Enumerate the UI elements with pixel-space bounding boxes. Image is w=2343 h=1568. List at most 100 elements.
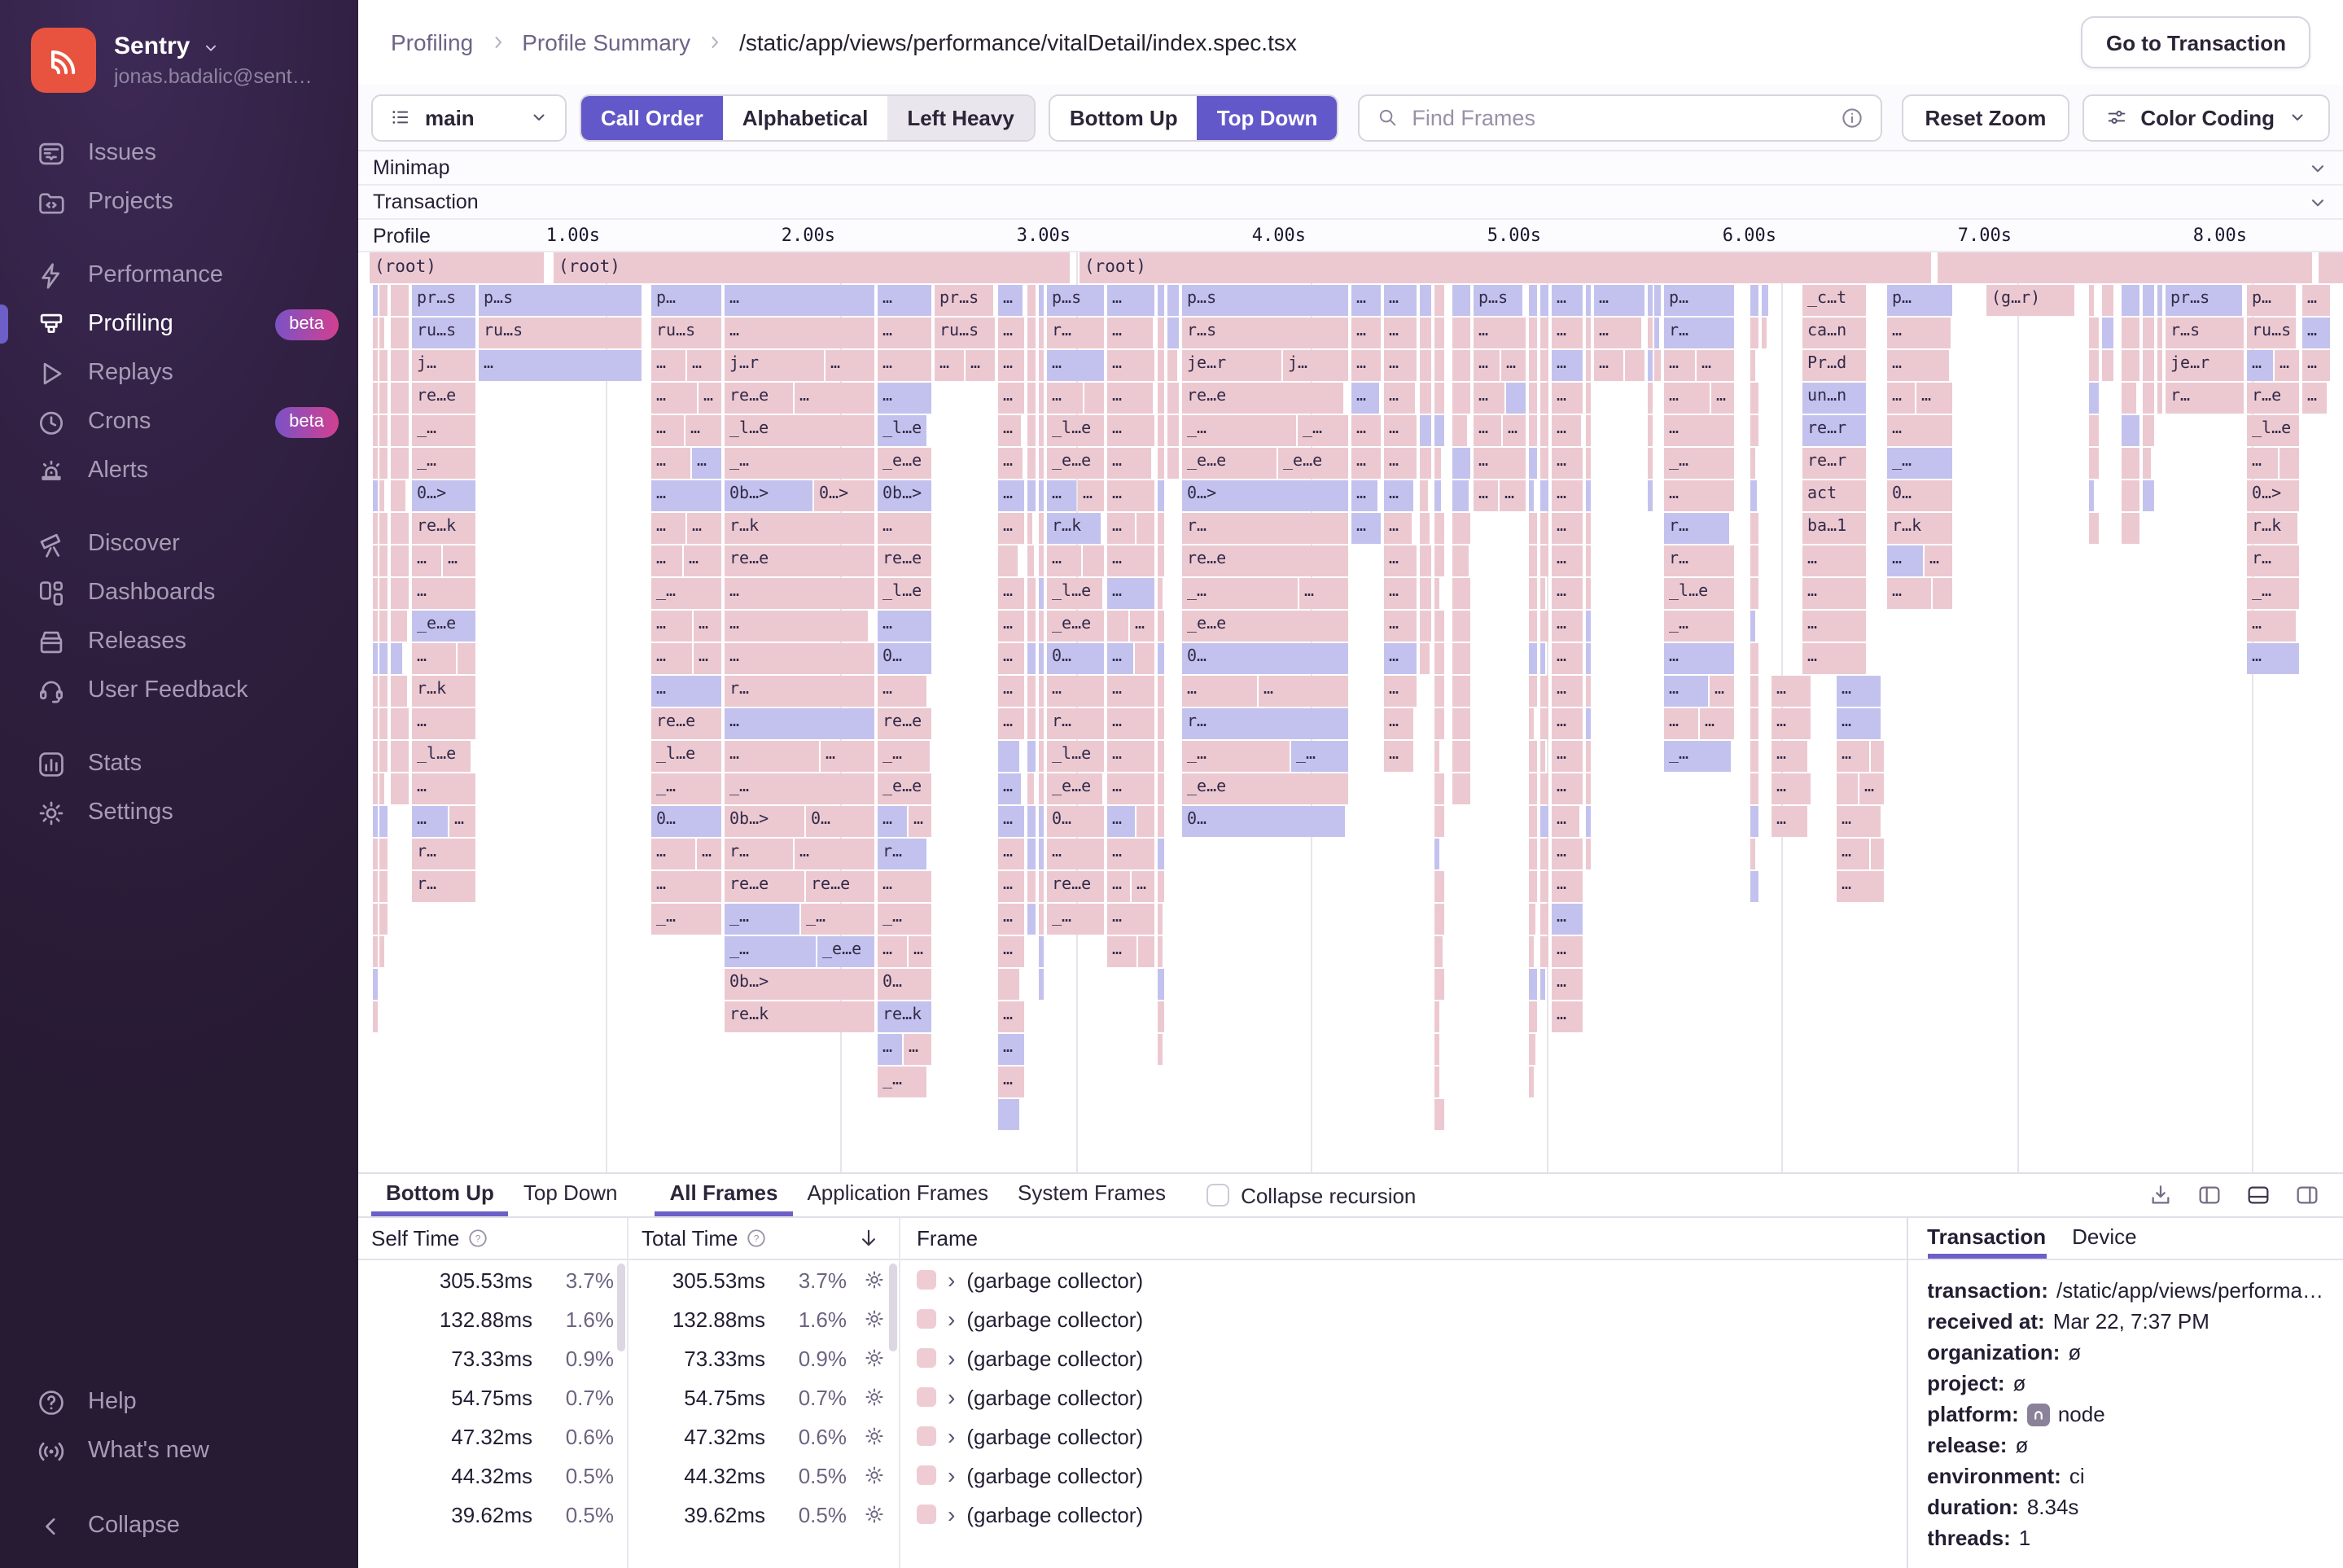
flame-cell[interactable]: 0b…> (725, 806, 804, 837)
flame-cell[interactable] (1158, 513, 1164, 544)
flame-cell[interactable] (1452, 676, 1470, 707)
flame-cell[interactable]: … (1474, 415, 1501, 446)
flame-cell[interactable] (379, 643, 388, 674)
flame-cell[interactable]: p…s (1182, 285, 1348, 316)
flame-cell[interactable] (998, 545, 1018, 576)
flame-cell[interactable]: ca…n (1802, 318, 1866, 348)
flame-cell[interactable]: _e…e (1047, 773, 1102, 804)
flame-cell[interactable] (1158, 415, 1164, 446)
flame-cell[interactable]: r… (878, 839, 926, 869)
flame-cell[interactable] (1452, 513, 1470, 544)
flame-cell[interactable]: … (1107, 318, 1153, 348)
flame-cell[interactable]: … (1711, 383, 1734, 414)
flame-cell[interactable]: _… (651, 773, 721, 804)
flame-cell[interactable]: r… (1664, 513, 1729, 544)
sidebar-item-settings[interactable]: Settings (0, 788, 358, 837)
collapse-recursion-toggle[interactable]: Collapse recursion (1207, 1174, 1416, 1216)
sidebar-item-crons[interactable]: Crons beta (0, 397, 358, 446)
flame-cell[interactable] (1434, 383, 1444, 414)
flame-cell[interactable]: _e…e (412, 611, 475, 642)
flame-cell[interactable]: _c…t (1802, 285, 1866, 316)
flame-cell[interactable]: … (1182, 676, 1257, 707)
flame-cell[interactable]: re…e (412, 383, 475, 414)
flame-cell[interactable]: 0… (651, 806, 721, 837)
frame-row[interactable]: › (garbage collector) (900, 1338, 1906, 1377)
flame-cell[interactable]: … (1107, 806, 1135, 837)
flame-cell[interactable]: … (1771, 676, 1811, 707)
find-frames-search[interactable] (1358, 94, 1883, 141)
flame-cell[interactable] (1871, 839, 1884, 869)
flame-cell[interactable]: … (1107, 936, 1136, 967)
flame-cell[interactable] (1750, 318, 1758, 348)
flame-cell[interactable]: … (449, 806, 475, 837)
flame-cell[interactable]: … (1299, 578, 1348, 609)
flame-cell[interactable]: … (909, 936, 931, 967)
flame-cell[interactable] (1750, 708, 1758, 739)
flame-cell[interactable] (1158, 448, 1164, 479)
flame-cell[interactable]: … (1384, 383, 1415, 414)
flame-cell[interactable]: … (1552, 904, 1583, 935)
flame-cell[interactable]: _… (801, 904, 874, 935)
flame-cell[interactable]: … (1351, 285, 1381, 316)
sidebar-item-replays[interactable]: Replays (0, 348, 358, 397)
flame-cell[interactable] (1586, 773, 1591, 804)
flame-cell[interactable]: … (1664, 708, 1698, 739)
flame-cell[interactable]: … (651, 350, 685, 381)
flame-cell[interactable]: re…e (725, 383, 793, 414)
flame-cell[interactable] (1586, 448, 1591, 479)
flame-cell[interactable]: _… (1182, 741, 1290, 772)
flamegraph[interactable]: (root) (root) (root) pr…s ru…s j… re…e _… _… 0…> r… (370, 252, 2343, 1172)
flame-cell[interactable]: p… (2247, 285, 2296, 316)
flame-cell[interactable]: … (687, 350, 721, 381)
expand-chevron-icon[interactable]: › (948, 1306, 956, 1332)
go-to-transaction-button[interactable]: Go to Transaction (2081, 16, 2310, 68)
flame-cell[interactable] (1420, 448, 1431, 479)
flame-cell[interactable] (391, 676, 407, 707)
flame-cell[interactable]: r… (1047, 318, 1104, 348)
flame-cell[interactable] (2143, 383, 2154, 414)
flame-cell[interactable] (2122, 448, 2139, 479)
flame-cell[interactable]: … (1259, 676, 1348, 707)
flame-cell[interactable]: _l…e (725, 415, 874, 446)
flame-cell[interactable]: _… (2247, 578, 2299, 609)
flame-cell[interactable]: re…k (412, 513, 475, 544)
flame-cell[interactable] (1540, 350, 1548, 381)
flame-cell[interactable] (2122, 285, 2139, 316)
flame-cell[interactable]: … (1837, 676, 1881, 707)
flame-cell[interactable]: re…e (1182, 545, 1348, 576)
flame-cell[interactable] (1027, 871, 1036, 902)
flame-cell[interactable] (1039, 936, 1044, 967)
flame-cell[interactable] (373, 904, 378, 935)
sort-option-call-order[interactable]: Call Order (581, 95, 723, 139)
flame-cell[interactable] (1506, 383, 1526, 414)
flame-cell[interactable] (1529, 578, 1537, 609)
flame-cell[interactable]: … (1351, 513, 1381, 544)
flame-cell[interactable]: … (1501, 350, 1526, 381)
flame-cell[interactable]: … (1107, 904, 1154, 935)
flame-cell[interactable]: _… (1664, 741, 1731, 772)
flame-cell[interactable]: … (1384, 643, 1417, 674)
flame-cell[interactable]: 0… (1047, 643, 1104, 674)
flame-cell[interactable]: … (998, 480, 1024, 511)
flame-cell[interactable]: r…s (1182, 318, 1348, 348)
sidebar-item-releases[interactable]: Releases (0, 617, 358, 666)
flame-cell[interactable]: … (1384, 415, 1417, 446)
flame-cell[interactable] (1750, 806, 1758, 837)
flame-cell[interactable]: … (1552, 350, 1583, 381)
flame-cell[interactable] (1027, 350, 1036, 381)
flame-cell[interactable]: … (998, 1034, 1024, 1065)
flame-cell[interactable]: r…k (1887, 513, 1952, 544)
flame-cell[interactable]: je…r (2166, 350, 2244, 381)
view-option-bottom-up[interactable]: Bottom Up (1069, 105, 1178, 129)
flame-cell[interactable]: … (795, 839, 874, 869)
flame-cell[interactable]: … (479, 350, 642, 381)
flame-cell[interactable]: … (1887, 318, 1951, 348)
flame-cell[interactable]: … (1552, 708, 1583, 739)
flame-cell[interactable] (1084, 383, 1104, 414)
flame-cell[interactable] (1158, 1034, 1163, 1065)
flame-cell[interactable]: … (1664, 643, 1734, 674)
flame-cell[interactable] (373, 806, 378, 837)
flame-cell[interactable] (1586, 643, 1591, 674)
flame-cell[interactable] (2089, 480, 2094, 511)
flame-cell[interactable] (1529, 513, 1537, 544)
